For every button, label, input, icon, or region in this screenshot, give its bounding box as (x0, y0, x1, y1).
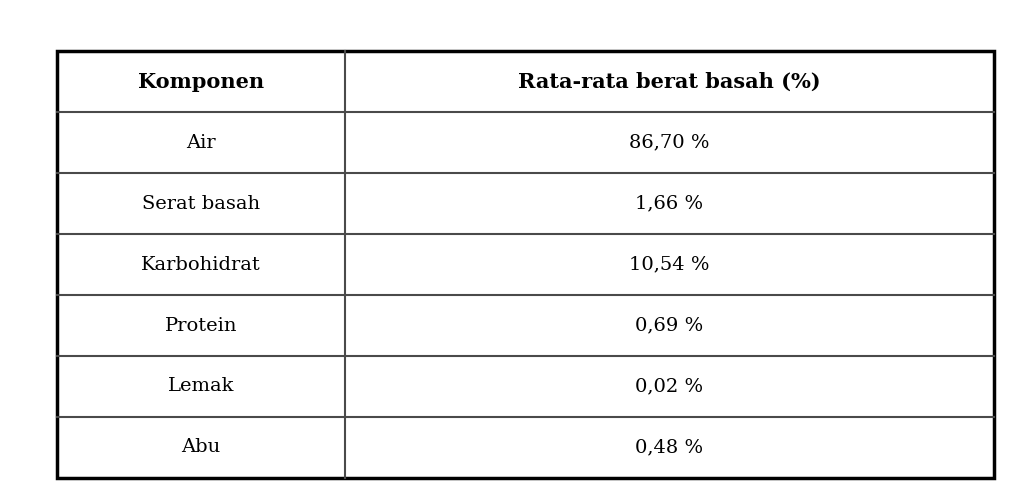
Text: Protein: Protein (165, 317, 237, 335)
Text: 0,02 %: 0,02 % (636, 377, 703, 395)
Text: Abu: Abu (181, 438, 220, 456)
Text: Karbohidrat: Karbohidrat (141, 256, 261, 273)
Text: 86,70 %: 86,70 % (629, 134, 710, 152)
Text: 0,69 %: 0,69 % (636, 317, 703, 335)
Text: Serat basah: Serat basah (142, 195, 260, 213)
Text: 0,48 %: 0,48 % (636, 438, 703, 456)
Text: Lemak: Lemak (168, 377, 234, 395)
Text: Komponen: Komponen (138, 72, 264, 92)
Text: 1,66 %: 1,66 % (636, 195, 703, 213)
Text: Air: Air (186, 134, 215, 152)
Text: 10,54 %: 10,54 % (629, 256, 710, 273)
Text: Rata-rata berat basah (%): Rata-rata berat basah (%) (518, 72, 821, 92)
